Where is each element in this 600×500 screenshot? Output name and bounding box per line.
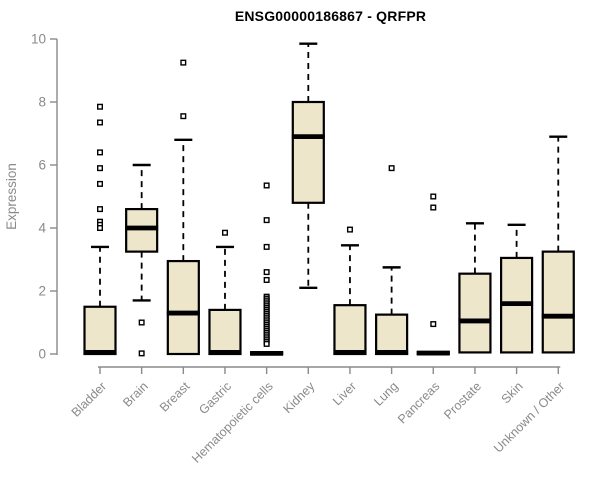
- boxplot-hematopoietic-cells: [250, 182, 284, 356]
- y-tick-label: 2: [38, 284, 46, 299]
- outlier-point: [430, 193, 437, 200]
- outlier-point: [96, 180, 103, 187]
- x-category-label: Kidney: [280, 379, 317, 416]
- box: [541, 250, 575, 354]
- outlier-point: [180, 59, 187, 66]
- outlier-point: [96, 165, 103, 172]
- outlier-point: [96, 149, 103, 156]
- outlier-point: [221, 229, 228, 236]
- x-category-label: Hematopoietic cells: [189, 379, 276, 466]
- chart-title: ENSG00000186867 - QRFPR: [234, 8, 427, 24]
- outlier-point: [96, 103, 103, 110]
- y-tick-label: 8: [38, 95, 46, 110]
- boxplot-liver: [333, 226, 367, 356]
- y-tick-label: 10: [31, 32, 46, 47]
- boxplot-bladder: [83, 103, 117, 356]
- x-category-label: Lung: [371, 379, 401, 409]
- x-category-label: Prostate: [441, 379, 484, 422]
- box: [375, 313, 409, 356]
- box: [458, 272, 492, 354]
- box: [208, 308, 242, 356]
- boxplot-pancreas: [416, 193, 450, 356]
- outlier-point: [263, 276, 270, 283]
- outlier-point: [346, 226, 353, 233]
- boxplot-gastric: [208, 229, 242, 356]
- boxplot-unknown-other: [541, 135, 575, 354]
- y-tick-label: 4: [38, 221, 46, 236]
- outlier-point: [263, 243, 270, 250]
- x-category-label: Unknown / Other: [491, 379, 567, 455]
- y-tick-label: 6: [38, 158, 46, 173]
- outlier-point: [96, 206, 103, 213]
- y-axis: 0 2 4 6 8 10 Expression: [4, 32, 58, 362]
- outlier-point: [180, 113, 187, 120]
- box: [83, 305, 117, 356]
- boxplot-skin: [500, 223, 534, 354]
- outlier-point: [430, 204, 437, 211]
- outlier-point: [263, 269, 270, 276]
- x-category-label: Liver: [330, 379, 359, 408]
- x-category-label: Breast: [157, 379, 193, 415]
- outlier-point: [263, 217, 270, 224]
- y-tick-label: 0: [38, 347, 46, 362]
- boxplot-lung: [375, 165, 409, 356]
- x-category-label: Bladder: [69, 379, 109, 419]
- outlier-point: [263, 340, 270, 347]
- x-category-label: Brain: [120, 379, 151, 410]
- outlier-point: [388, 165, 395, 172]
- box: [291, 100, 325, 204]
- outlier-point: [263, 182, 270, 189]
- boxplot-kidney: [291, 42, 325, 290]
- outlier-point: [96, 224, 103, 231]
- outlier-point: [138, 319, 145, 326]
- boxplot-brain: [125, 163, 159, 357]
- outlier-point: [96, 119, 103, 126]
- boxplot-prostate: [458, 222, 492, 354]
- x-category-label: Pancreas: [395, 379, 442, 426]
- boxplot-breast: [166, 59, 200, 356]
- x-category-label: Gastric: [196, 379, 234, 417]
- box: [333, 304, 367, 356]
- y-axis-label: Expression: [4, 163, 19, 230]
- box: [166, 259, 200, 356]
- outlier-point: [138, 350, 145, 357]
- outlier-point: [430, 321, 437, 328]
- x-category-label: Skin: [499, 379, 526, 406]
